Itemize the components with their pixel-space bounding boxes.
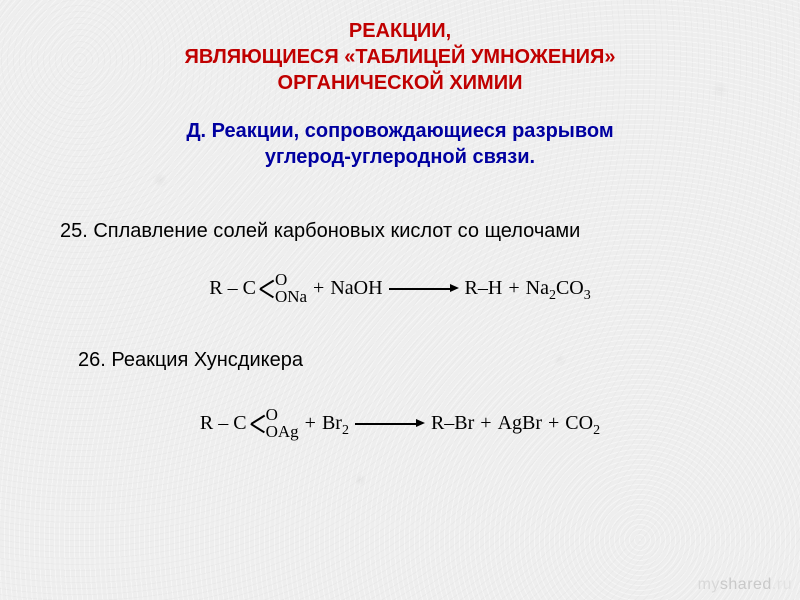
watermark: myshared.ru [698,576,792,594]
reagent-top: O [275,271,307,288]
product-agbr: AgBr [498,412,542,435]
plus-icon: + [548,412,559,435]
plus-icon: + [305,412,316,435]
title-line-3: ОРГАНИЧЕСКОЙ ХИМИИ [0,70,800,96]
reagent-naoh: NaOH [330,277,382,300]
reagent-bottom: OAg [266,423,299,440]
watermark-part-2: shared [720,576,772,593]
product-na2co3: Na2CO3 [526,277,591,300]
section-heading: Д. Реакции, сопровождающиеся разрывом уг… [0,96,800,170]
subtitle-line-1: Д. Реакции, сопровождающиеся разрывом [0,118,800,144]
reagent-bottom: ONa [275,288,307,305]
title-line-2: ЯВЛЯЮЩИЕСЯ «ТАБЛИЦЕЙ УМНОЖЕНИЯ» [0,44,800,70]
subtitle-line-2: углерод-углеродной связи. [0,144,800,170]
reaction-26: R – C O OAg + Br2 R–Br + AgBr + CO2 [0,372,800,440]
reagent-carboxylate-na: R – C O ONa [209,271,307,305]
item-26-label: 26. Реакция Хунсдикера [0,305,800,372]
arrow-icon [389,283,459,293]
arrow-icon [355,418,425,428]
reagent-prefix: R – C [209,277,260,300]
product-rbr: R–Br [431,412,474,435]
watermark-part-1: my [698,576,720,593]
reagent-top: O [266,406,299,423]
plus-icon: + [508,277,519,300]
bond-angle-icon [260,271,274,305]
main-title: РЕАКЦИИ, ЯВЛЯЮЩИЕСЯ «ТАБЛИЦЕЙ УМНОЖЕНИЯ»… [0,0,800,96]
product-co2: CO2 [565,412,600,435]
reagent-br2: Br2 [322,412,349,435]
reagent-carboxylate-ag: R – C O OAg [200,406,299,440]
item-25-label: 25. Сплавление солей карбоновых кислот с… [0,170,800,243]
reaction-25: R – C O ONa + NaOH R–H + Na2CO3 [0,243,800,305]
product-rh: R–H [465,277,503,300]
plus-icon: + [480,412,491,435]
watermark-part-3: .ru [772,576,792,593]
title-line-1: РЕАКЦИИ, [0,18,800,44]
plus-icon: + [313,277,324,300]
bond-angle-icon [251,406,265,440]
reagent-prefix: R – C [200,412,251,435]
